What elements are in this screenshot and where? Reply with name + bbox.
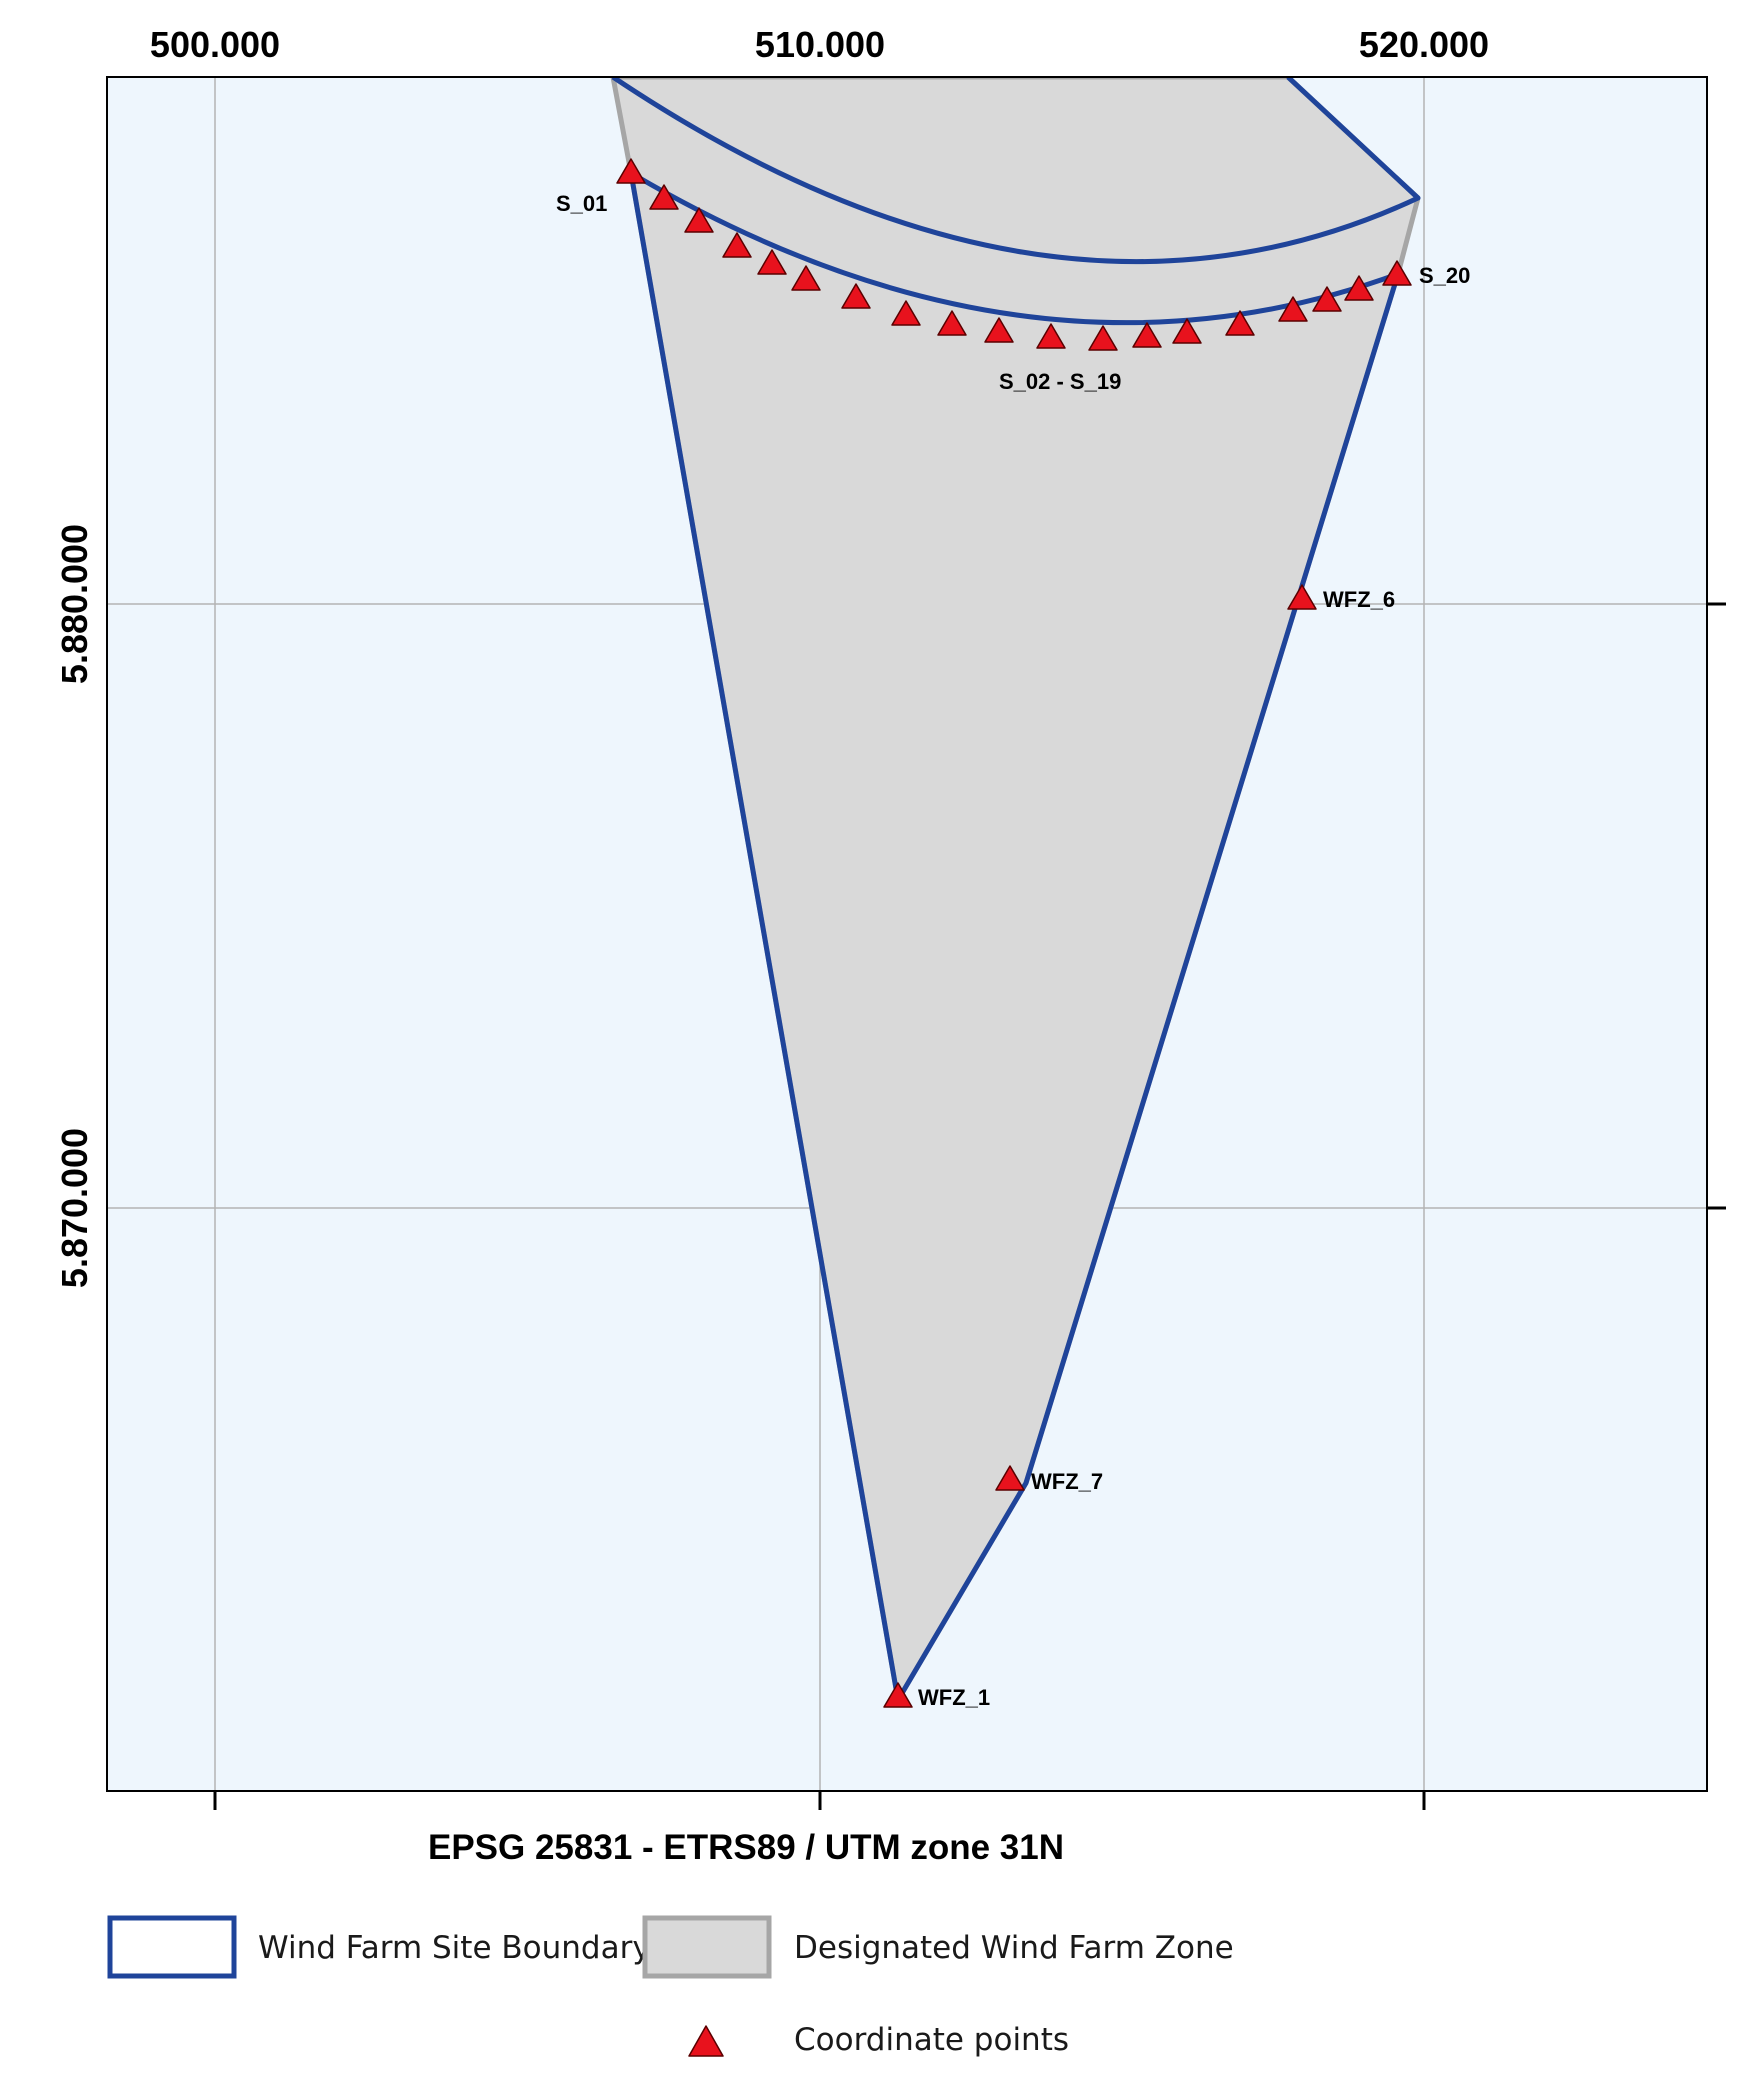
legend-label-site-boundary: Wind Farm Site Boundary — [258, 1930, 651, 1966]
legend-label-designated-zone: Designated Wind Farm Zone — [794, 1930, 1234, 1966]
coordinate-point-marker — [791, 265, 821, 291]
point-label-wfz-7: WFZ_7 — [1031, 1469, 1103, 1494]
coordinate-point-marker — [984, 317, 1014, 343]
point-label-s-02-s-19: S_02 - S_19 — [999, 369, 1121, 394]
point-label-s-01: S_01 — [556, 191, 607, 216]
coordinate-point-marker — [1312, 286, 1342, 312]
point-label-wfz-1: WFZ_1 — [918, 1685, 990, 1710]
map-frame-border — [106, 76, 1708, 1792]
y-tick-label-5870000: 5.870.000 — [54, 1128, 95, 1288]
coordinate-point-marker — [649, 184, 679, 210]
coordinate-point-marker — [1036, 323, 1066, 349]
coordinate-points — [616, 158, 1412, 1708]
tick-marks — [213, 602, 1726, 1810]
coordinate-point-marker — [891, 300, 921, 326]
coordinate-point-marker — [1382, 260, 1412, 286]
coordinate-point-marker — [841, 283, 871, 309]
coordinate-point-marker — [722, 232, 752, 258]
legend-item-site-boundary: Wind Farm Site Boundary — [107, 1915, 651, 1979]
legend-swatch-coordinate-point — [688, 2025, 724, 2057]
wind-farm-site-boundary-north — [611, 77, 1421, 265]
coordinate-point-marker — [1287, 584, 1317, 610]
coordinate-point-marker — [1344, 275, 1374, 301]
legend: Wind Farm Site Boundary Designated Wind … — [107, 1915, 1234, 2058]
coordinate-point-marker — [757, 249, 787, 275]
coordinate-point-marker — [1225, 310, 1255, 336]
coordinate-point-marker — [616, 158, 646, 184]
legend-swatch-site-boundary — [107, 1915, 237, 1979]
x-tick-label-500000: 500.000 — [150, 24, 280, 65]
point-label-s-20: S_20 — [1419, 263, 1470, 288]
coordinate-point-marker — [1278, 296, 1308, 322]
coordinate-point-marker — [1132, 322, 1162, 348]
legend-item-designated-zone: Designated Wind Farm Zone — [642, 1915, 1234, 1979]
coordinate-point-marker — [1172, 318, 1202, 344]
x-tick-label-520000: 520.000 — [1359, 24, 1489, 65]
point-label-wfz-6: WFZ_6 — [1323, 587, 1395, 612]
legend-item-coordinate-point: Coordinate points — [688, 2022, 1069, 2058]
coordinate-point-marker — [883, 1682, 913, 1708]
crs-label: EPSG 25831 - ETRS89 / UTM zone 31N — [428, 1828, 1064, 1867]
coordinate-point-marker — [937, 310, 967, 336]
coordinate-point-marker — [995, 1465, 1025, 1491]
coordinate-point-marker — [684, 207, 714, 233]
legend-swatch-designated-zone — [642, 1915, 772, 1979]
legend-label-coordinate-point: Coordinate points — [794, 2022, 1069, 2058]
y-tick-label-5880000: 5.880.000 — [54, 524, 95, 684]
x-tick-label-510000: 510.000 — [755, 24, 885, 65]
coordinate-point-marker — [1088, 325, 1118, 351]
